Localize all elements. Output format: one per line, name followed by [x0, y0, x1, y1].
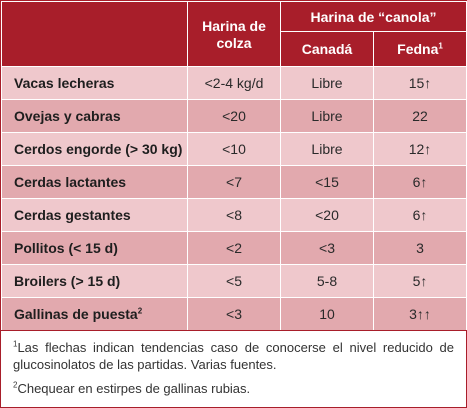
- cell-colza: <8: [187, 198, 281, 232]
- cell-canada: Libre: [280, 99, 374, 133]
- cell-colza: <10: [187, 132, 281, 166]
- header-canola-group: Harina de “canola”: [279, 1, 467, 32]
- header-canada: Canadá: [280, 31, 374, 67]
- row-label-cell: Broilers (> 15 d): [1, 264, 188, 298]
- table-row: Vacas lecheras <2-4 kg/d Libre 15↑: [1, 66, 467, 100]
- header-blank: [1, 1, 188, 67]
- header-colza: Harina de colza: [187, 1, 281, 67]
- table-row: Cerdos engorde (> 30 kg) <10 Libre 12↑: [1, 132, 467, 166]
- footnote-1-mark: 1: [13, 339, 18, 349]
- row-label: Pollitos (< 15 d): [14, 240, 118, 256]
- cell-colza: <2-4 kg/d: [187, 66, 281, 100]
- row-label: Broilers (> 15 d): [14, 273, 121, 289]
- row-label: Cerdas lactantes: [14, 174, 127, 190]
- header-canada-label: Canadá: [301, 41, 353, 57]
- row-label: Cerdas gestantes: [14, 207, 131, 223]
- row-label-cell: Cerdos engorde (> 30 kg): [1, 132, 188, 166]
- cell-fedna: 22: [372, 99, 467, 133]
- cell-canada: 10: [280, 297, 374, 331]
- cell-colza: <7: [187, 165, 281, 199]
- cell-fedna: 15↑: [372, 66, 467, 100]
- cell-colza: <20: [187, 99, 281, 133]
- cell-colza: <2: [187, 231, 281, 265]
- header-canola-label: Harina de “canola”: [310, 8, 437, 25]
- cell-fedna: 6↑: [372, 165, 467, 199]
- row-label-cell: Cerdas lactantes: [1, 165, 188, 199]
- cell-fedna: 5↑: [372, 264, 467, 298]
- cell-colza: <5: [187, 264, 281, 298]
- header-fedna-label: Fedna: [397, 41, 439, 57]
- footnote-2: 2Chequear en estirpes de gallinas rubias…: [13, 380, 454, 397]
- row-label-cell: Ovejas y cabras: [1, 99, 188, 133]
- row-label-cell: Vacas lecheras: [1, 66, 188, 100]
- feed-limits-table: Harina de colza Harina de “canola” Canad…: [1, 1, 467, 331]
- cell-fedna: 3↑↑: [372, 297, 467, 331]
- table-row: Cerdas lactantes <7 <15 6↑: [1, 165, 467, 199]
- header-fedna: Fedna1: [372, 31, 467, 67]
- footnotes: 1Las flechas indican tendencias caso de …: [1, 331, 466, 397]
- footnote-1: 1Las flechas indican tendencias caso de …: [13, 339, 454, 373]
- cell-canada: Libre: [280, 132, 374, 166]
- cell-canada: <15: [280, 165, 374, 199]
- row-label: Vacas lecheras: [14, 75, 115, 91]
- table-row: Ovejas y cabras <20 Libre 22: [1, 99, 467, 133]
- header-colza-label: Harina de colza: [202, 18, 266, 51]
- footnote-1-text: Las flechas indican tendencias caso de c…: [13, 340, 454, 372]
- footnote-2-text: Chequear en estirpes de gallinas rubias.: [17, 381, 251, 396]
- cell-canada: <3: [280, 231, 374, 265]
- row-label-cell: Pollitos (< 15 d): [1, 231, 188, 265]
- table-row: Broilers (> 15 d) <5 5-8 5↑: [1, 264, 467, 298]
- cell-canada: Libre: [280, 66, 374, 100]
- header-fedna-footnote-mark: 1: [438, 41, 443, 51]
- row-label-footnote-mark: 2: [137, 306, 143, 316]
- cell-fedna: 6↑: [372, 198, 467, 232]
- cell-canada: <20: [280, 198, 374, 232]
- cell-fedna: 12↑: [372, 132, 467, 166]
- table-row: Gallinas de puesta2 <3 10 3↑↑: [1, 297, 467, 331]
- cell-canada: 5-8: [280, 264, 374, 298]
- table-row: Pollitos (< 15 d) <2 <3 3: [1, 231, 467, 265]
- cell-colza: <3: [187, 297, 281, 331]
- row-label: Gallinas de puesta: [14, 306, 138, 322]
- row-label: Ovejas y cabras: [14, 108, 121, 124]
- row-label-cell: Gallinas de puesta2: [1, 297, 188, 331]
- footnote-2-mark: 2: [13, 380, 18, 390]
- cell-fedna: 3: [372, 231, 467, 265]
- table-row: Cerdas gestantes <8 <20 6↑: [1, 198, 467, 232]
- row-label: Cerdos engorde (> 30 kg): [14, 141, 183, 157]
- row-label-cell: Cerdas gestantes: [1, 198, 188, 232]
